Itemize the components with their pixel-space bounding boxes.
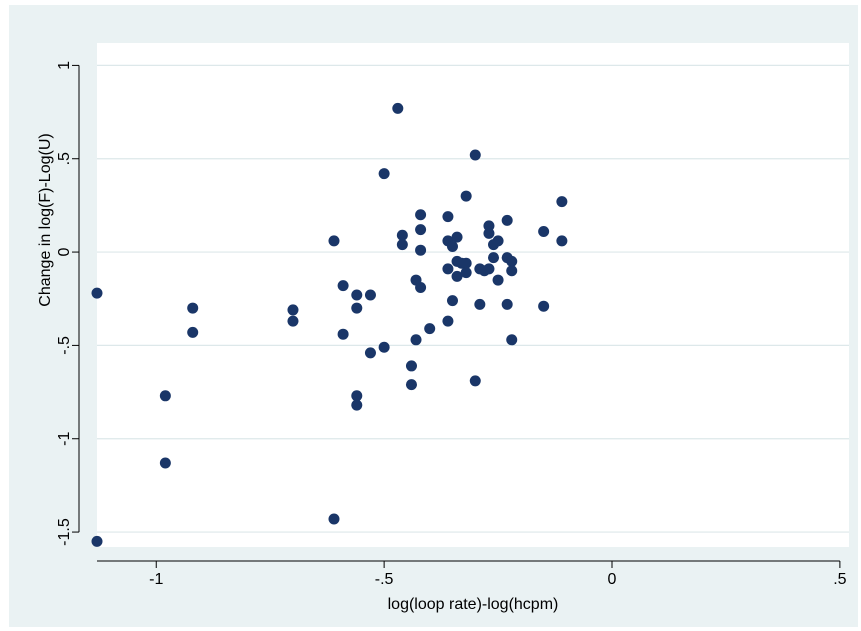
scatter-point: [378, 168, 390, 180]
y-tick-label: .5: [56, 152, 73, 165]
scatter-point: [446, 240, 458, 252]
scatter-point: [378, 341, 390, 353]
scatter-point: [556, 235, 568, 247]
scatter-point: [442, 263, 454, 275]
x-axis: -1 -.5 0 .5: [97, 560, 847, 588]
grid-lines: [97, 64, 849, 533]
scatter-point: [506, 255, 518, 267]
scatter-point: [159, 390, 171, 402]
y-axis-title: Change in log(F)-Log(U): [37, 133, 54, 306]
scatter-point: [483, 220, 495, 232]
scatter-point: [187, 302, 199, 314]
scatter-point: [337, 328, 349, 340]
x-axis-title: log(loop rate)-log(hcpm): [388, 596, 559, 613]
scatter-point: [460, 267, 472, 279]
scatter-point: [474, 298, 486, 310]
scatter-point: [451, 270, 463, 282]
scatter-point: [187, 326, 199, 338]
scatter-point: [287, 304, 299, 316]
scatter-point: [364, 347, 376, 359]
scatter-point: [351, 390, 363, 402]
scatter-point: [556, 196, 568, 208]
scatter-point: [469, 375, 481, 387]
scatter-point: [328, 513, 340, 525]
scatter-point: [442, 315, 454, 327]
scatter-point: [492, 274, 504, 286]
y-tick-label: -.5: [56, 336, 73, 355]
plot-area: [97, 43, 849, 547]
scatter-point: [424, 323, 436, 335]
scatter-point: [396, 229, 408, 241]
scatter-point: [91, 535, 103, 547]
x-tick-label: -.5: [375, 571, 394, 588]
scatter-point: [506, 334, 518, 346]
scatter-point: [501, 298, 513, 310]
scatter-point: [351, 399, 363, 411]
scatter-point: [364, 289, 376, 301]
scatter-point: [460, 190, 472, 202]
scatter-point: [415, 244, 427, 256]
scatter-point: [451, 231, 463, 243]
scatter-point: [488, 252, 500, 264]
scatter-point: [538, 226, 550, 238]
y-tick-label: 0: [56, 248, 73, 257]
scatter-point: [446, 295, 458, 307]
scatter-point: [159, 457, 171, 469]
scatter-point: [287, 315, 299, 327]
scatter-point: [337, 280, 349, 292]
scatter-point: [506, 265, 518, 277]
scatter-point: [415, 282, 427, 294]
y-tick-label: -1: [56, 432, 73, 446]
scatter-point: [392, 102, 404, 114]
scatter-point: [415, 224, 427, 236]
x-tick-label: .5: [833, 571, 846, 588]
scatter-point: [410, 334, 422, 346]
y-tick-label: -1.5: [56, 518, 73, 546]
x-tick-label: -1: [149, 571, 163, 588]
scatter-point: [396, 239, 408, 251]
scatter-chart: 1 .5 0 -.5 -1 -1.5 -1 -.5 0 .5 log(loop rate)-lo…: [37, 43, 849, 613]
scatter-point: [492, 235, 504, 247]
data-points: [91, 102, 568, 547]
y-axis: 1 .5 0 -.5 -1 -1.5: [56, 61, 80, 546]
chart-background: 1 .5 0 -.5 -1 -1.5 -1 -.5 0 .5 log(loop rate)-lo…: [9, 5, 858, 627]
scatter-point: [415, 209, 427, 221]
scatter-point: [538, 300, 550, 312]
scatter-point: [469, 149, 481, 161]
x-tick-label: 0: [608, 571, 617, 588]
scatter-point: [460, 257, 472, 269]
scatter-point: [483, 263, 495, 275]
scatter-point: [442, 211, 454, 223]
scatter-point: [405, 379, 417, 391]
scatter-point: [91, 287, 103, 299]
y-tick-label: 1: [56, 61, 73, 70]
scatter-point: [351, 302, 363, 314]
scatter-point: [351, 289, 363, 301]
scatter-point: [405, 360, 417, 372]
scatter-point: [328, 235, 340, 247]
scatter-point: [501, 214, 513, 226]
